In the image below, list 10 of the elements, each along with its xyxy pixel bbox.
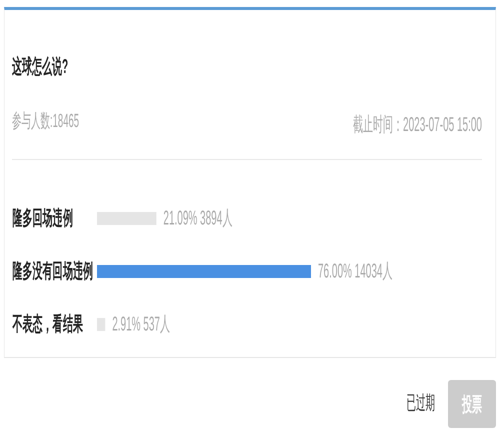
text: 截止时间：2023-07-05 15:00 — [353, 113, 482, 137]
y-tick-label: 隆多回场违例 — [12, 206, 73, 230]
data-label: 2.91% 537人 — [112, 314, 170, 336]
y-tick-label: 隆多没有回场违例 — [12, 259, 94, 282]
data-label: 76.00% 14034人 — [318, 260, 393, 282]
data-label: 21.09% 3894人 — [163, 208, 232, 230]
text: 已过期 — [406, 392, 435, 416]
chart-subtitle: 参与人数:18465 — [12, 110, 80, 134]
chart-title: 这球怎么说? — [12, 55, 68, 79]
y-tick-label: 不表态，看结果 — [12, 312, 84, 336]
